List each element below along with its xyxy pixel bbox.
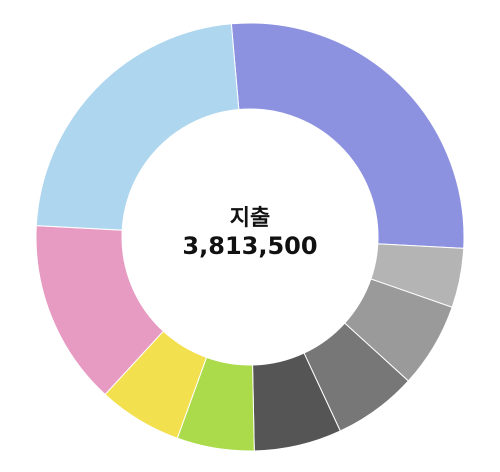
donut-slice-1 — [230, 22, 465, 249]
center-value: 3,813,500 — [182, 232, 318, 260]
donut-slice-9 — [35, 23, 240, 231]
center-title: 지출 — [229, 206, 271, 231]
